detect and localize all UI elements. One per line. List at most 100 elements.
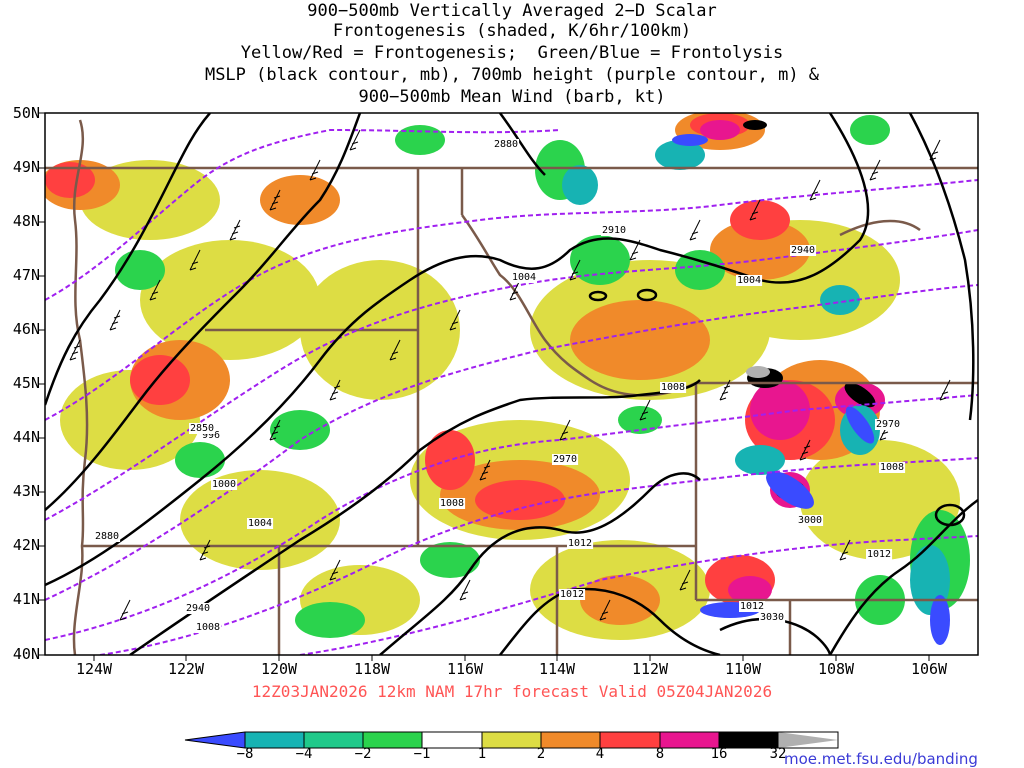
contour-label-bg: [185, 603, 212, 614]
contour-label-bg: [759, 612, 786, 623]
contour-label-bg: [797, 515, 824, 526]
title-line-3: Yellow/Red = Frontogenesis; Green/Blue =…: [240, 43, 784, 63]
contour-label-bg: [875, 419, 902, 430]
state-borders: [45, 119, 978, 655]
mslp-label-1004-b: 1004: [737, 275, 761, 286]
mslp-contours: [45, 113, 978, 655]
contour-label-bg: [493, 139, 520, 150]
colorbar-swatch: [422, 732, 482, 748]
height-label-2910: 2910: [602, 225, 626, 236]
height-label-2850: 2850: [190, 423, 214, 434]
colorbar-swatch: [482, 732, 541, 748]
lon-label-108w: 108W: [817, 660, 855, 678]
mslp-label-1012-d: 1012: [740, 601, 764, 612]
lat-label-40n: 40N: [12, 645, 40, 663]
title-line-2: Frontogenesis (shaded, K/6hr/100km): [332, 21, 692, 41]
contour-label-bg: [866, 549, 893, 560]
contour-label-bg: [189, 423, 216, 434]
lon-label-122w: 122W: [167, 660, 205, 678]
contour-labels: 1004 1004 1008 996 1000 1004 1008 1012 1…: [94, 139, 906, 633]
axis-ticks: [39, 112, 930, 661]
colorbar-label: 8: [655, 746, 665, 762]
lon-label-106w: 106W: [910, 660, 948, 678]
contour-label-bg: [736, 275, 763, 286]
title-line-5: 900−500mb Mean Wind (barb, kt): [358, 87, 666, 107]
lat-label-50n: 50N: [12, 104, 40, 122]
contour-label-bg: [567, 538, 594, 549]
contour-label-bg: [879, 462, 906, 473]
colorbar-swatch: [719, 732, 778, 748]
lat-label-43n: 43N: [12, 482, 40, 500]
colorbar-label: 2: [536, 746, 546, 762]
lat-label-44n: 44N: [12, 428, 40, 446]
contour-label-bg: [660, 382, 687, 393]
title-line-4: MSLP (black contour, mb), 700mb height (…: [204, 65, 820, 85]
lat-label-42n: 42N: [12, 536, 40, 554]
lat-label-48n: 48N: [12, 212, 40, 230]
map-field: 1004 1004 1008 996 1000 1004 1008 1012 1…: [45, 113, 978, 655]
contour-label-bg: [247, 518, 274, 529]
title-line-1: 900−500mb Vertically Averaged 2−D Scalar: [307, 1, 717, 21]
colorbar-label: 32: [769, 746, 787, 762]
mslp-label-1000: 1000: [212, 479, 236, 490]
mslp-label-1008-a: 1008: [661, 382, 685, 393]
mslp-label-1008-c: 1008: [196, 622, 220, 633]
lon-label-124w: 124W: [75, 660, 113, 678]
height-label-2940-b: 2940: [186, 603, 210, 614]
contour-label-bg: [511, 272, 538, 283]
contour-label-bg: [201, 430, 222, 441]
colorbar-swatch: [600, 732, 660, 748]
height-label-3030: 3030: [760, 612, 784, 623]
mslp-label-1012-c: 1012: [867, 549, 891, 560]
contour-label-bg: [94, 531, 121, 542]
colorbar-label: 16: [710, 746, 728, 762]
colorbar-swatch: [304, 732, 363, 748]
colorbar-label: −4: [295, 746, 313, 762]
height-label-2880-a: 2880: [494, 139, 518, 150]
mslp-label-1012-a: 1012: [568, 538, 592, 549]
colorbar: [184, 731, 839, 749]
colorbar-label: 1: [477, 746, 487, 762]
credit-link[interactable]: moe.met.fsu.edu/banding: [784, 750, 978, 768]
lat-label-41n: 41N: [12, 590, 40, 608]
contour-label-bg: [211, 479, 238, 490]
height-label-2970-a: 2970: [553, 454, 577, 465]
mslp-label-1008-d: 1008: [880, 462, 904, 473]
mslp-label-996: 996: [202, 430, 220, 441]
lon-label-118w: 118W: [353, 660, 391, 678]
height-label-2940-a: 2940: [791, 245, 815, 256]
height-label-2880-b: 2880: [95, 531, 119, 542]
colorbar-swatch-right-arrow: [778, 732, 838, 748]
colorbar-label: −8: [236, 746, 254, 762]
contour-label-bg: [552, 454, 579, 465]
lat-label-45n: 45N: [12, 374, 40, 392]
colorbar-swatch-left-arrow: [185, 732, 245, 748]
mslp-label-1004-a: 1004: [512, 272, 536, 283]
height-label-2970-b: 2970: [876, 419, 900, 430]
forecast-valid-time: 12Z03JAN2026 12km NAM 17hr forecast Vali…: [251, 682, 773, 701]
lon-label-110w: 110W: [724, 660, 762, 678]
contour-label-bg: [195, 622, 222, 633]
lat-label-49n: 49N: [12, 158, 40, 176]
colorbar-swatch: [245, 732, 304, 748]
colorbar-swatch: [660, 732, 719, 748]
colorbar-label: −1: [413, 746, 431, 762]
contour-label-bg: [790, 245, 817, 256]
lon-label-112w: 112W: [631, 660, 669, 678]
wind-barbs: [69, 129, 951, 621]
lon-label-116w: 116W: [446, 660, 484, 678]
mslp-label-1004-c: 1004: [248, 518, 272, 529]
colorbar-label: −2: [354, 746, 372, 762]
height-label-3000: 3000: [798, 515, 822, 526]
mslp-label-1008-b: 1008: [440, 498, 464, 509]
lat-label-46n: 46N: [12, 320, 40, 338]
contour-label-bg: [739, 601, 766, 612]
colorbar-swatch: [541, 732, 600, 748]
contour-label-bg: [601, 225, 628, 236]
lat-label-47n: 47N: [12, 266, 40, 284]
contour-label-bg: [559, 589, 586, 600]
colorbar-label: 4: [595, 746, 605, 762]
lon-label-120w: 120W: [260, 660, 298, 678]
contour-label-bg: [439, 498, 466, 509]
mslp-label-1012-b: 1012: [560, 589, 584, 600]
